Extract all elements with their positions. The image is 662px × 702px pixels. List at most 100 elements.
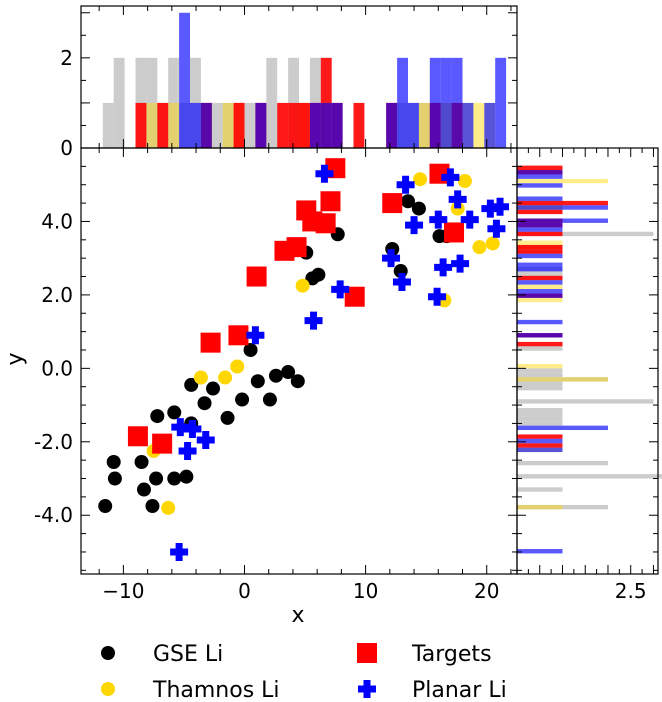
right-hist-bar-planar-li [517, 253, 563, 259]
right-hist-bar-gse-li [517, 231, 654, 237]
top-hist-bar-gse-li [266, 57, 278, 148]
point-gse-li [150, 409, 165, 424]
point-targets [200, 332, 221, 353]
y-tick-label: 2.0 [41, 283, 73, 307]
legend: GSE Li Targets Thamnos Li Planar Li [101, 642, 507, 702]
right-hist-bar-planar-li [517, 319, 563, 325]
legend-marker-planar-li [358, 680, 376, 698]
point-thamnos-li [193, 370, 208, 385]
top-hist-bar-planar-li [309, 102, 321, 148]
right-hist-bar-planar-li [517, 174, 563, 179]
top-hist-bar-gse-li [418, 102, 430, 148]
point-planar-li [460, 210, 479, 229]
legend-label: Planar Li [412, 678, 507, 702]
point-planar-li [315, 164, 334, 183]
top-hist-bar-planar-li [200, 102, 212, 148]
right-hist-bar-thamnos-li [517, 284, 563, 290]
top-hist-bar-planar-li [440, 57, 452, 148]
right-hist-bar-planar-li [517, 227, 563, 232]
point-gse-li [243, 342, 258, 357]
legend-item-gse-li: GSE Li [101, 642, 223, 667]
point-gse-li [136, 482, 151, 497]
right-hist-x-tick-label: 2.5 [615, 579, 647, 603]
top-hist-bar-targets [288, 102, 299, 148]
point-targets [127, 426, 148, 447]
point-gse-li [98, 499, 113, 514]
right-histogram [517, 165, 662, 554]
point-gse-li [290, 374, 305, 389]
point-thamnos-li [485, 236, 500, 251]
axes-frames [80, 5, 659, 575]
legend-item-thamnos-li: Thamnos Li [101, 678, 280, 702]
right-hist-bar-thamnos-li [517, 363, 563, 369]
x-tick-label: 0 [238, 579, 251, 603]
top-hist-bar-gse-li [146, 57, 158, 148]
point-targets [246, 266, 267, 287]
right-hist-bar-gse-li [517, 346, 563, 351]
right-hist-bar-planar-li [517, 549, 563, 554]
point-thamnos-li [457, 174, 472, 189]
point-gse-li [220, 410, 235, 425]
x-tick-label: 10 [353, 579, 378, 603]
legend-marker-gse-li [101, 646, 115, 660]
point-planar-li [441, 168, 460, 187]
point-thamnos-li [230, 359, 245, 374]
y-tick-label: -2.0 [34, 430, 73, 454]
right-hist-bar-targets [517, 341, 563, 347]
right-hist-bar-gse-li [517, 474, 662, 479]
point-planar-li [491, 197, 510, 216]
point-targets [152, 433, 173, 454]
right-hist-bar-gse-li [517, 381, 563, 386]
top-hist-bar-targets [233, 102, 245, 148]
top-hist-bar-gse-li [244, 102, 256, 148]
right-hist-bar-gse-li [517, 377, 608, 382]
right-hist-bar-planar-li [517, 280, 563, 285]
right-hist-bar-gse-li [517, 368, 563, 373]
point-thamnos-li [472, 240, 487, 255]
top-hist-bar-planar-li [320, 102, 332, 148]
right-hist-bar-targets [517, 434, 563, 439]
top-hist-bar-planar-li [397, 57, 408, 148]
top-hist-bar-gse-li [168, 57, 180, 148]
point-gse-li [145, 499, 160, 514]
top-hist-bar-targets [277, 102, 289, 148]
top-hist-bar-thamnos-li [473, 102, 485, 148]
point-targets [320, 191, 341, 212]
point-gse-li [401, 194, 415, 209]
top-hist-bar-thamnos-li [222, 102, 234, 148]
point-planar-li [196, 430, 215, 449]
point-thamnos-li [161, 500, 176, 515]
axis-ticks: −10 0 10 20 -4.0 -2.0 0.0 2.0 4.0 0 2 2.5 [34, 6, 658, 603]
point-gse-li [179, 469, 194, 484]
point-targets [444, 222, 465, 243]
right-hist-bar-planar-li [517, 266, 563, 272]
top-hist-bar-gse-li [211, 102, 223, 148]
top-hist-bar-targets [353, 102, 365, 148]
point-gse-li [235, 392, 250, 407]
point-planar-li [382, 249, 401, 268]
right-hist-bar-thamnos-li [517, 504, 563, 510]
right-hist-bar-gse-li [517, 416, 563, 422]
right-hist-bar-thamnos-li [517, 297, 563, 303]
x-tick-label: −10 [102, 579, 144, 603]
right-hist-bar-targets [517, 200, 608, 206]
point-planar-li [405, 216, 424, 235]
top-hist-bar-planar-li [386, 102, 398, 148]
point-gse-li [167, 471, 182, 486]
top-hist-bar-targets [135, 102, 147, 148]
top-hist-bar-planar-li [331, 102, 343, 148]
right-hist-bar-gse-li [517, 399, 654, 404]
right-hist-bar-gse-li [517, 487, 563, 492]
point-gse-li [250, 374, 265, 389]
right-hist-bar-targets [517, 275, 563, 281]
point-planar-li [396, 175, 415, 194]
point-targets [382, 193, 403, 214]
legend-item-planar-li: Planar Li [358, 678, 507, 702]
point-gse-li [206, 381, 221, 396]
legend-marker-targets [357, 643, 377, 663]
legend-label: Targets [411, 642, 492, 667]
right-hist-bar-planar-li [517, 333, 563, 338]
right-hist-bar-planar-li [517, 293, 563, 298]
x-axis-label: x [291, 603, 304, 628]
x-tick-label: 20 [474, 579, 499, 603]
